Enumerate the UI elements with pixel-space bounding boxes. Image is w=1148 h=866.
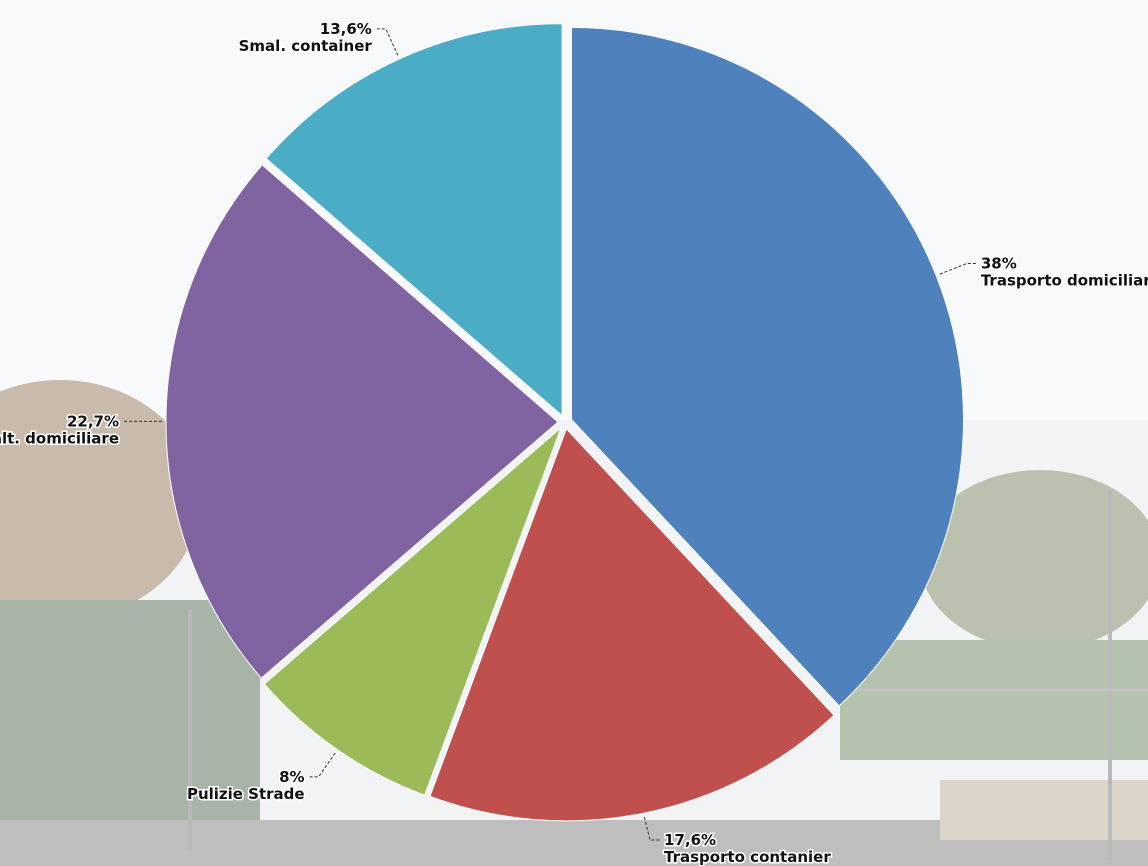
data-label: 38% (981, 254, 1017, 272)
data-label: 17,6% (664, 831, 716, 849)
pie-slice (571, 26, 964, 707)
category-label: Trasporto contanier (664, 848, 831, 866)
category-label: Trasporto domiciliare (981, 271, 1148, 289)
category-label: Smalt. domiciliare (0, 429, 119, 447)
pie-slice (429, 427, 835, 822)
category-label: Pulizie Strade (187, 785, 305, 803)
pie-slice (263, 427, 562, 796)
data-label: 8% (279, 768, 304, 786)
leader-line (375, 28, 399, 56)
leader-line (643, 816, 661, 841)
leader-line (308, 752, 336, 778)
leader-line (939, 262, 977, 275)
data-label: 22,7% (67, 412, 119, 430)
pie-slice (265, 23, 563, 417)
data-label: 13,6% (320, 20, 372, 38)
category-label: Smal. container (239, 37, 373, 55)
pie-slice (165, 164, 559, 679)
